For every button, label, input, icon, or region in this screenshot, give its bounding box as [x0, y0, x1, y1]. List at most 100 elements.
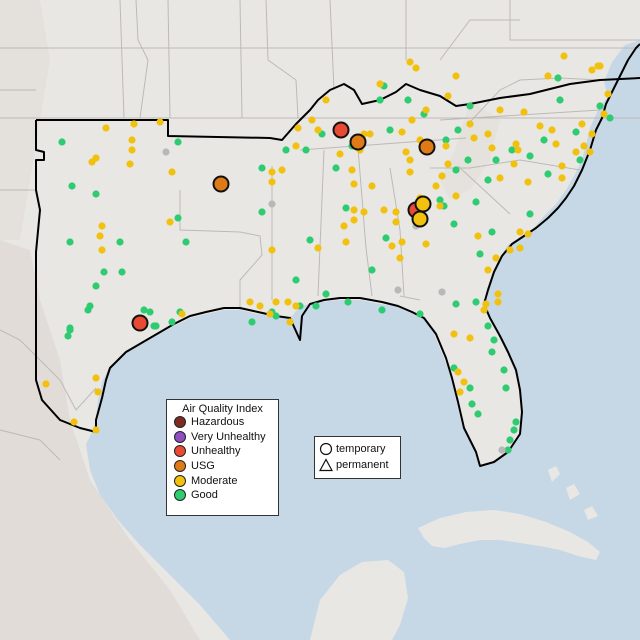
monitor-marker-moderate[interactable] [438, 172, 446, 180]
monitor-marker-good[interactable] [140, 306, 148, 314]
monitor-marker-moderate[interactable] [178, 310, 186, 318]
monitor-marker-moderate[interactable] [396, 254, 404, 262]
monitor-marker-moderate[interactable] [442, 142, 450, 150]
monitor-marker-good[interactable] [492, 156, 500, 164]
monitor-marker-moderate[interactable] [128, 136, 136, 144]
monitor-marker-good[interactable] [466, 102, 474, 110]
monitor-marker-moderate[interactable] [588, 130, 596, 138]
monitor-marker-moderate[interactable] [314, 126, 322, 134]
monitor-marker-moderate[interactable] [392, 218, 400, 226]
monitor-marker-moderate[interactable] [406, 156, 414, 164]
monitor-marker-moderate[interactable] [70, 418, 78, 426]
monitor-marker-moderate[interactable] [516, 244, 524, 252]
temporary-monitor-usg[interactable] [212, 175, 230, 193]
monitor-marker-good[interactable] [64, 332, 72, 340]
monitor-marker-good[interactable] [502, 384, 510, 392]
monitor-marker-good[interactable] [376, 96, 384, 104]
temporary-monitor-unhealthy[interactable] [131, 314, 149, 332]
monitor-marker-moderate[interactable] [98, 222, 106, 230]
monitor-marker-moderate[interactable] [376, 80, 384, 88]
monitor-marker-moderate[interactable] [128, 146, 136, 154]
monitor-marker-moderate[interactable] [392, 208, 400, 216]
monitor-marker-good[interactable] [58, 138, 66, 146]
monitor-marker-moderate[interactable] [514, 146, 522, 154]
monitor-marker-good[interactable] [68, 182, 76, 190]
monitor-marker-good[interactable] [484, 176, 492, 184]
monitor-marker-moderate[interactable] [432, 182, 440, 190]
monitor-marker-good[interactable] [490, 336, 498, 344]
monitor-marker-no-data[interactable] [394, 286, 402, 294]
monitor-marker-no-data[interactable] [268, 200, 276, 208]
monitor-marker-good[interactable] [368, 266, 376, 274]
monitor-marker-moderate[interactable] [466, 334, 474, 342]
monitor-marker-good[interactable] [292, 276, 300, 284]
monitor-marker-good[interactable] [442, 136, 450, 144]
monitor-marker-moderate[interactable] [484, 130, 492, 138]
monitor-marker-good[interactable] [100, 268, 108, 276]
monitor-marker-moderate[interactable] [460, 378, 468, 386]
monitor-marker-moderate[interactable] [604, 90, 612, 98]
temporary-monitor-usg[interactable] [418, 138, 436, 156]
monitor-marker-good[interactable] [476, 250, 484, 258]
monitor-marker-moderate[interactable] [406, 58, 414, 66]
monitor-marker-moderate[interactable] [558, 162, 566, 170]
monitor-marker-moderate[interactable] [552, 140, 560, 148]
monitor-marker-moderate[interactable] [524, 178, 532, 186]
monitor-marker-moderate[interactable] [266, 310, 274, 318]
monitor-marker-moderate[interactable] [470, 134, 478, 142]
monitor-marker-moderate[interactable] [422, 240, 430, 248]
monitor-marker-good[interactable] [382, 234, 390, 242]
monitor-marker-good[interactable] [472, 298, 480, 306]
monitor-marker-moderate[interactable] [510, 160, 518, 168]
monitor-marker-moderate[interactable] [308, 116, 316, 124]
monitor-marker-good[interactable] [504, 446, 512, 454]
monitor-marker-moderate[interactable] [102, 124, 110, 132]
monitor-marker-good[interactable] [92, 190, 100, 198]
monitor-marker-good[interactable] [272, 312, 280, 320]
monitor-marker-moderate[interactable] [450, 330, 458, 338]
monitor-marker-moderate[interactable] [444, 160, 452, 168]
monitor-marker-good[interactable] [174, 138, 182, 146]
monitor-marker-good[interactable] [416, 310, 424, 318]
monitor-marker-good[interactable] [474, 410, 482, 418]
monitor-marker-moderate[interactable] [284, 298, 292, 306]
monitor-marker-good[interactable] [512, 418, 520, 426]
monitor-marker-moderate[interactable] [92, 154, 100, 162]
monitor-marker-good[interactable] [344, 298, 352, 306]
monitor-marker-good[interactable] [466, 384, 474, 392]
monitor-marker-good[interactable] [342, 204, 350, 212]
monitor-marker-good[interactable] [66, 238, 74, 246]
monitor-marker-moderate[interactable] [398, 128, 406, 136]
monitor-marker-good[interactable] [66, 324, 74, 332]
monitor-marker-moderate[interactable] [348, 166, 356, 174]
monitor-marker-moderate[interactable] [578, 120, 586, 128]
monitor-marker-moderate[interactable] [350, 206, 358, 214]
monitor-marker-good[interactable] [84, 306, 92, 314]
monitor-marker-moderate[interactable] [246, 298, 254, 306]
monitor-marker-moderate[interactable] [544, 72, 552, 80]
monitor-marker-moderate[interactable] [322, 96, 330, 104]
monitor-marker-moderate[interactable] [350, 216, 358, 224]
monitor-marker-moderate[interactable] [512, 140, 520, 148]
monitor-marker-moderate[interactable] [600, 110, 608, 118]
monitor-marker-good[interactable] [258, 208, 266, 216]
monitor-marker-good[interactable] [386, 126, 394, 134]
monitor-marker-good[interactable] [322, 290, 330, 298]
monitor-marker-good[interactable] [258, 164, 266, 172]
monitor-marker-moderate[interactable] [480, 306, 488, 314]
monitor-marker-good[interactable] [596, 102, 604, 110]
monitor-marker-moderate[interactable] [292, 302, 300, 310]
monitor-marker-good[interactable] [500, 366, 508, 374]
monitor-marker-good[interactable] [168, 318, 176, 326]
monitor-marker-moderate[interactable] [92, 426, 100, 434]
monitor-marker-good[interactable] [282, 146, 290, 154]
monitor-marker-good[interactable] [508, 146, 516, 154]
monitor-marker-moderate[interactable] [292, 142, 300, 150]
monitor-marker-good[interactable] [488, 228, 496, 236]
monitor-marker-good[interactable] [606, 114, 614, 122]
monitor-marker-good[interactable] [118, 268, 126, 276]
monitor-marker-good[interactable] [526, 210, 534, 218]
monitor-marker-moderate[interactable] [588, 66, 596, 74]
monitor-marker-good[interactable] [556, 96, 564, 104]
